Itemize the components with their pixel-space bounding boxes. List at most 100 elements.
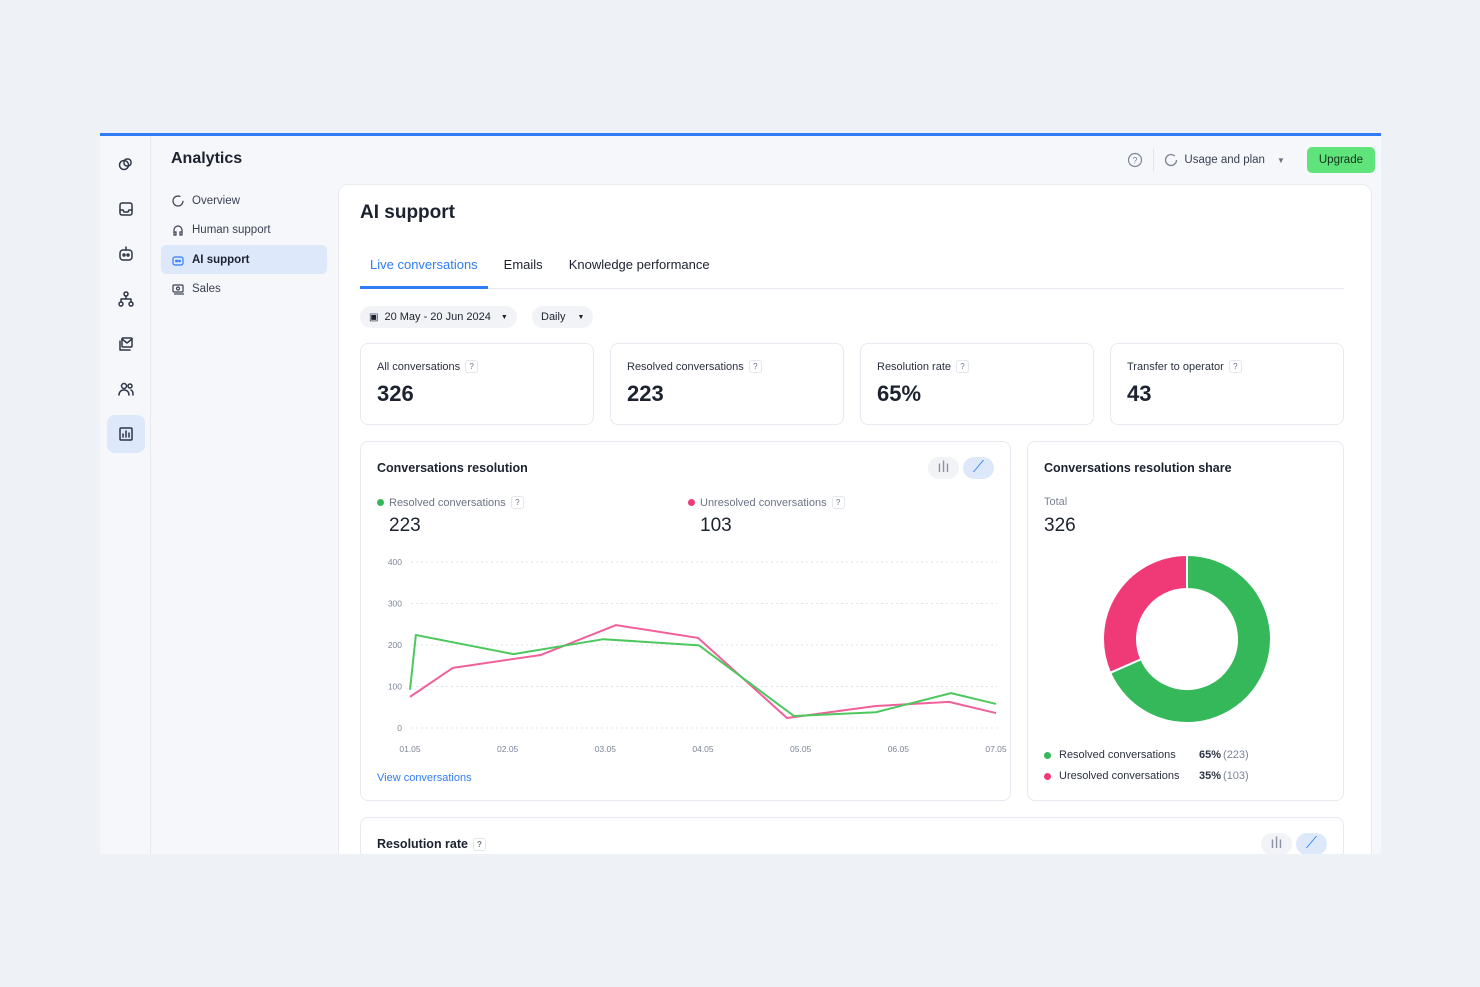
y-tick-label: 400 (388, 557, 402, 567)
sidebar-item-label: Sales (192, 283, 221, 295)
users-icon (118, 382, 134, 396)
stat-value: 223 (627, 381, 664, 406)
legend-pct: 65% (1199, 749, 1222, 761)
mail-stack-nav-button[interactable] (107, 325, 145, 363)
divider (1153, 149, 1155, 171)
svg-text:?: ? (1133, 156, 1138, 166)
stat-value: 65% (877, 381, 922, 406)
help-icon[interactable]: ? (1127, 152, 1143, 168)
pink-dot-icon (688, 499, 695, 506)
sidebar-title: Analytics (171, 150, 243, 167)
y-tick-label: 0 (397, 723, 402, 733)
usage-plan-dropdown[interactable]: Usage and plan ▼ (1164, 153, 1285, 167)
flow-nav-button[interactable] (107, 280, 145, 318)
resolution-share-card: Conversations resolution share Total 326… (1027, 441, 1344, 801)
card-title-text: Resolution rate (377, 837, 468, 851)
sidebar: Analytics Overview Human support AI suppor… (151, 136, 338, 854)
tab-emails[interactable]: Emails (503, 257, 543, 272)
main-panel: AI support Live conversations Emails Kno… (338, 184, 1372, 854)
bot-icon (172, 255, 184, 266)
bot-nav-button[interactable] (107, 235, 145, 273)
calendar-icon: ▣ (369, 311, 379, 323)
shapes-nav-button[interactable] (107, 145, 145, 183)
stat-card: Resolved conversations? 223 (610, 343, 844, 425)
sidebar-item-overview[interactable]: Overview (161, 186, 327, 215)
card-title: Resolution rate? (377, 837, 486, 851)
legend-resolved: Resolved conversations 65% (223) (1044, 749, 1249, 761)
sidebar-item-sales[interactable]: Sales (161, 275, 327, 304)
legend-unresolved: Unresolved conversations? (688, 496, 845, 509)
sales-icon (172, 284, 184, 295)
sidebar-item-human-support[interactable]: Human support (161, 216, 327, 245)
line-chart-icon[interactable]: ⟋ (1296, 833, 1327, 854)
stat-label: All conversations? (377, 360, 577, 373)
icon-rail (100, 136, 151, 854)
x-tick-label: 06.05 (888, 744, 910, 754)
granularity-dropdown[interactable]: Daily ▼ (532, 306, 594, 328)
legend-count: (103) (1223, 770, 1249, 782)
users-nav-button[interactable] (107, 370, 145, 408)
resolved-value: 223 (389, 515, 421, 536)
x-tick-label: 04.05 (692, 744, 714, 754)
help-icon[interactable]: ? (1228, 360, 1242, 373)
chevron-down-icon: ▼ (577, 313, 585, 321)
stat-label-text: All conversations (377, 360, 461, 373)
help-icon[interactable]: ? (473, 837, 486, 851)
view-conversations-link[interactable]: View conversations (377, 772, 472, 784)
sidebar-item-ai-support[interactable]: AI support (161, 245, 327, 274)
date-range-picker[interactable]: ▣ 20 May - 20 Jun 2024 ▼ (360, 306, 517, 328)
donut-chart (1102, 554, 1272, 724)
top-bar-actions: ? Usage and plan ▼ Upgrade (1127, 146, 1375, 174)
chevron-down-icon: ▼ (500, 313, 508, 321)
app-window: Analytics Overview Human support AI suppor… (100, 133, 1381, 854)
stat-label-text: Transfer to operator (1127, 360, 1224, 373)
analytics-nav-button[interactable] (107, 415, 145, 453)
stat-label: Resolved conversations? (627, 360, 827, 373)
legend-pct: 35% (1199, 770, 1222, 782)
flow-icon (118, 291, 134, 307)
y-tick-label: 200 (388, 640, 402, 650)
help-icon[interactable]: ? (748, 360, 762, 373)
stat-card: All conversations? 326 (360, 343, 594, 425)
granularity-label: Daily (541, 311, 566, 323)
y-tick-label: 100 (388, 682, 402, 692)
chevron-down-icon: ▼ (1276, 155, 1285, 165)
legend-label: Unresolved conversations (700, 496, 827, 509)
inbox-nav-button[interactable] (107, 190, 145, 228)
legend-label: Resolved conversations (1059, 749, 1176, 761)
bar-chart-icon[interactable]: ılı (928, 457, 959, 479)
conversations-resolution-card: Conversations resolution ılı ⟋ Resolved … (360, 441, 1011, 801)
pink-dot-icon (1044, 772, 1051, 780)
tab-knowledge-performance[interactable]: Knowledge performance (568, 257, 710, 272)
stat-label: Transfer to operator? (1127, 360, 1327, 373)
bar-chart-icon[interactable]: ılı (1261, 833, 1292, 854)
inbox-icon (119, 202, 133, 216)
card-title: Conversations resolution share (1044, 461, 1232, 475)
help-icon[interactable]: ? (510, 496, 524, 509)
stat-value: 43 (1127, 381, 1152, 406)
upgrade-button[interactable]: Upgrade (1306, 147, 1375, 173)
usage-label: Usage and plan (1184, 154, 1265, 166)
overview-icon (172, 194, 184, 207)
x-tick-label: 07.05 (985, 744, 1007, 754)
sidebar-item-label: Overview (192, 194, 240, 207)
line-chart-icon[interactable]: ⟋ (963, 457, 994, 479)
sidebar-item-label: AI support (192, 253, 250, 266)
tab-live-conversations[interactable]: Live conversations (360, 249, 488, 289)
usage-ring-icon (1165, 153, 1178, 167)
help-icon[interactable]: ? (956, 360, 969, 373)
stat-value: 326 (377, 381, 414, 406)
help-icon[interactable]: ? (831, 496, 845, 509)
headset-icon (173, 225, 183, 236)
help-icon[interactable]: ? (465, 360, 479, 373)
legend-count: (223) (1223, 749, 1249, 761)
date-range-label: 20 May - 20 Jun 2024 (384, 311, 491, 323)
tabs: Live conversations Emails Knowledge perf… (360, 249, 1344, 289)
legend-resolved: Resolved conversations? (377, 496, 524, 509)
shapes-icon (118, 158, 132, 171)
y-tick-label: 300 (388, 599, 402, 609)
analytics-icon (119, 427, 133, 441)
sidebar-item-label: Human support (192, 224, 271, 236)
bot-icon (119, 246, 133, 261)
line-chart: 0 100 200 300 400 01.05 02.05 03.05 04.05 05.05 06… (388, 557, 1007, 754)
